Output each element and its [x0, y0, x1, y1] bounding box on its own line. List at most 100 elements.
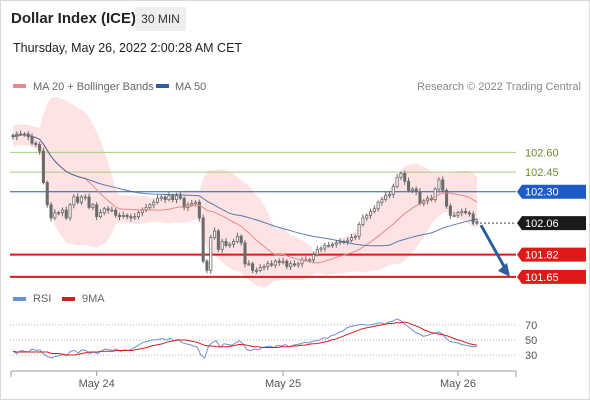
rsi-line — [12, 318, 477, 359]
ma20-legend-label: MA 20 + Bollinger Bands — [33, 81, 154, 93]
candle-body — [319, 247, 323, 250]
candle-body — [79, 196, 83, 203]
level-tag-last — [517, 216, 586, 231]
candle-body — [114, 209, 118, 216]
candle-body — [334, 242, 338, 245]
candle-body — [106, 208, 110, 211]
candle-body — [178, 195, 182, 199]
level-tag-support — [517, 269, 586, 284]
candle-body — [464, 210, 468, 214]
candle-body — [289, 263, 293, 267]
candle-body — [251, 263, 255, 271]
level-tag-pivot — [517, 184, 586, 199]
timeframe-badge[interactable]: 30 MIN — [135, 7, 186, 31]
candle-body — [49, 204, 53, 219]
candle-body — [235, 235, 239, 242]
timestamp: Thursday, May 26, 2022 2:00:28 AM CET — [13, 41, 243, 55]
ma50-legend-swatch — [156, 84, 169, 88]
candle-body — [155, 197, 160, 203]
candle-body — [292, 263, 296, 266]
candle-body — [197, 201, 201, 219]
candle-body — [167, 195, 171, 200]
candle-body — [152, 201, 156, 206]
ma9-line — [12, 321, 478, 356]
level-tag-support — [517, 247, 586, 262]
candle-body — [247, 263, 251, 266]
ma9-legend-swatch — [62, 297, 75, 301]
candle-body — [133, 216, 137, 219]
candle-body — [262, 266, 266, 269]
candle-body — [201, 217, 205, 262]
candle-body — [45, 182, 49, 206]
credit-text: Research © 2022 Trading Central — [417, 81, 581, 93]
candle-body — [60, 209, 64, 214]
x-tick-label: May 24 — [79, 378, 115, 390]
candle-body — [357, 224, 361, 237]
candle-body — [163, 196, 167, 200]
candle-body — [243, 242, 247, 265]
candle-body — [414, 188, 418, 193]
candle-body — [30, 136, 34, 144]
candle-body — [338, 241, 342, 244]
candle-body — [102, 208, 106, 214]
ma9-legend-label: 9MA — [82, 293, 105, 305]
candle-body — [407, 180, 411, 191]
candle-body — [213, 230, 217, 238]
candle-body — [311, 254, 315, 261]
ma50-line — [12, 134, 478, 247]
candle-body — [323, 245, 327, 249]
candle-body — [205, 260, 209, 271]
candle-body — [34, 142, 38, 145]
level-label-support: 101.65 — [525, 272, 559, 284]
candle-body — [57, 212, 61, 215]
candle-body — [140, 209, 144, 214]
instrument-title: Dollar Index (ICE) — [11, 10, 137, 27]
candle-body — [380, 199, 384, 203]
candle-body — [194, 201, 198, 204]
candle-body — [467, 212, 471, 215]
candle-body — [460, 210, 464, 214]
candle-body — [254, 269, 258, 272]
rsi-legend-swatch — [13, 297, 26, 301]
candle-body — [72, 196, 76, 206]
forecast-arrow-shaft — [479, 224, 508, 271]
rsi-legend-label: RSI — [33, 293, 51, 305]
candle-body — [228, 243, 232, 246]
ma50-legend-label: MA 50 — [175, 81, 206, 93]
candle-body — [125, 214, 129, 218]
candle-body — [471, 213, 475, 223]
candle-body — [281, 260, 285, 263]
candle-body — [418, 191, 422, 204]
candle-body — [403, 172, 407, 182]
candle-body — [327, 245, 331, 247]
candle-body — [410, 188, 414, 191]
candle-body — [308, 259, 312, 262]
candle-body — [232, 241, 236, 245]
candle-body — [475, 221, 479, 224]
candle-body — [349, 237, 354, 241]
ma20-legend-swatch — [13, 84, 26, 88]
candle-body — [399, 172, 403, 178]
price-panel: 102.60 102.45 102.30 102.06 101.82 101.65 — [10, 96, 586, 288]
candle-body — [148, 204, 152, 208]
forecast-arrow-head — [498, 262, 510, 277]
candle-body — [315, 248, 319, 256]
level-label-last: 102.06 — [525, 218, 559, 230]
candle-body — [433, 188, 437, 200]
candle-body — [372, 208, 376, 212]
candle-body — [456, 212, 460, 216]
candle-body — [98, 212, 103, 218]
candle-body — [224, 241, 228, 246]
candle-body — [258, 267, 262, 271]
candle-body — [121, 214, 125, 218]
x-tick-label: May 26 — [440, 378, 476, 390]
candle-body — [91, 204, 95, 208]
candle-body — [273, 260, 277, 266]
candle-body — [220, 241, 224, 250]
candle-body — [330, 243, 335, 246]
candle-body — [448, 205, 452, 216]
candle-body — [171, 195, 175, 200]
candle-body — [87, 196, 91, 208]
candle-body — [175, 195, 179, 200]
time-axis: May 24 May 25 May 26 — [10, 370, 517, 390]
